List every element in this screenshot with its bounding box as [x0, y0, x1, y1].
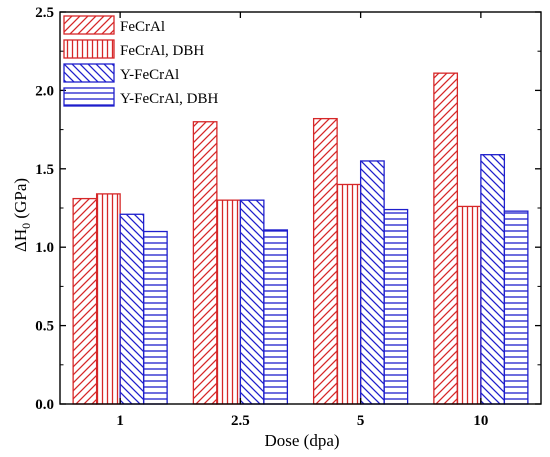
- bar-y-fecral-dbh-10: [503, 210, 529, 405]
- legend-label: Y-FeCrAl, DBH: [120, 91, 219, 107]
- bar-fecral-dbh-5: [336, 183, 362, 405]
- bar-y-fecral-5: [359, 160, 385, 405]
- y-axis-title-unit: (GPa): [11, 178, 30, 223]
- bar-fecral-1: [72, 197, 98, 405]
- bar-y-fecral-1: [119, 213, 145, 405]
- bar-fecral-dbh-1: [95, 193, 121, 405]
- y-tick-label: 1.0: [35, 240, 54, 256]
- bar-y-fecral-10: [480, 154, 506, 405]
- y-tick-label: 0.5: [35, 319, 54, 335]
- x-tick-label: 5: [357, 413, 365, 429]
- y-tick-label: 1.5: [35, 162, 54, 178]
- y-tick-label: 0.0: [35, 397, 54, 413]
- bar-fecral-5: [312, 117, 338, 405]
- bar-y-fecral-dbh-2-5: [263, 229, 289, 405]
- bar-y-fecral-2-5: [239, 199, 265, 405]
- axes-layer: 0.0 0.5 1.0 1.5 2.0 2.5 1 2.5 5 10: [35, 5, 542, 429]
- y-axis-title: ΔH0 (GPa): [11, 178, 33, 252]
- bars-layer: [72, 72, 529, 405]
- legend-swatch: [63, 63, 115, 83]
- legend-swatch: [63, 87, 115, 107]
- x-tick-label: 2.5: [231, 413, 250, 429]
- x-tick-label: 1: [116, 413, 124, 429]
- legend-label: FeCrAl, DBH: [120, 43, 204, 59]
- y-axis-title-main: ΔH: [11, 229, 30, 252]
- bar-fecral-dbh-10: [456, 205, 482, 405]
- y-tick-label: 2.5: [35, 5, 54, 21]
- x-axis-title: Dose (dpa): [264, 431, 339, 450]
- bar-fecral-10: [433, 72, 459, 405]
- bar-y-fecral-dbh-5: [383, 208, 409, 405]
- legend-label: FeCrAl: [120, 19, 165, 35]
- y-axis-title-subscript: 0: [19, 223, 33, 229]
- legend-swatch: [63, 15, 115, 35]
- bar-y-fecral-dbh-1: [142, 230, 168, 405]
- legend-label: Y-FeCrAl: [120, 67, 179, 83]
- y-tick-label: 2.0: [35, 83, 54, 99]
- bar-fecral-2-5: [192, 121, 218, 405]
- x-tick-label: 10: [473, 413, 488, 429]
- legend-swatch: [63, 39, 115, 59]
- bar-fecral-dbh-2-5: [216, 199, 242, 405]
- legend: FeCrAl FeCrAl, DBH Y-FeCrAl Y-FeCrAl, DBH: [63, 15, 219, 107]
